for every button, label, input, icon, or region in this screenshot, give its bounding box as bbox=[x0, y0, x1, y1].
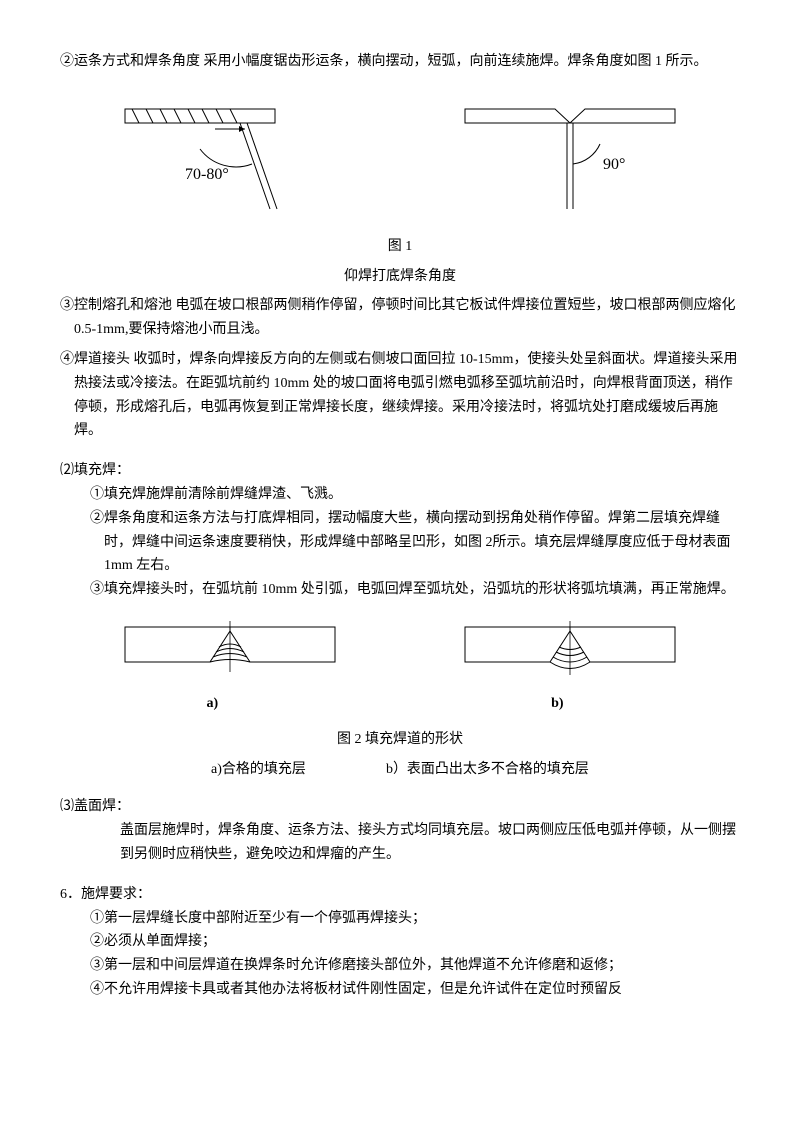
fill-weld-item-2: ②焊条角度和运条方法与打底焊相同，摆动幅度大些，横向摆动到拐角处稍作停留。焊第二… bbox=[60, 507, 740, 578]
figure-2-sublabels: a) b) bbox=[60, 692, 740, 716]
fig2-b-diagram bbox=[455, 617, 685, 687]
fig2-a-diagram bbox=[115, 617, 345, 687]
figure-1-row: 70-80° 90° bbox=[60, 89, 740, 229]
req-item-3: ③第一层和中间层焊道在换焊条时允许修磨接头部位外，其他焊道不允许修磨和返修； bbox=[60, 954, 740, 978]
para-rod-method: ②运条方式和焊条角度 采用小幅度锯齿形运条，横向摆动，短弧，向前连续施焊。焊条角… bbox=[60, 50, 740, 74]
fig1-caption-1: 图 1 bbox=[60, 235, 740, 259]
fill-weld-item-1: ①填充焊施焊前清除前焊缝焊渣、飞溅。 bbox=[60, 483, 740, 507]
fig1-left-angle-label: 70-80° bbox=[185, 166, 229, 183]
fig1-left-diagram: 70-80° bbox=[115, 89, 345, 229]
fig1-right-diagram: 90° bbox=[455, 89, 685, 229]
req-item-4: ④不允许用焊接卡具或者其他办法将板材试件刚性固定，但是允许试件在定位时预留反 bbox=[60, 978, 740, 1002]
cover-weld-body: 盖面层施焊时，焊条角度、运条方法、接头方式均同填充层。坡口两侧应压低电弧并停顿，… bbox=[60, 819, 740, 867]
fig2-caption: 图 2 填充焊道的形状 bbox=[60, 728, 740, 752]
fig1-caption-2: 仰焊打底焊条角度 bbox=[60, 265, 740, 289]
req-item-1: ①第一层焊缝长度中部附近至少有一个停弧再焊接头； bbox=[60, 907, 740, 931]
req-item-2: ②必须从单面焊接； bbox=[60, 930, 740, 954]
fig2-sub-a: a)合格的填充层 bbox=[211, 758, 306, 782]
section-welding-req-title: 6．施焊要求： bbox=[60, 883, 740, 907]
fig2-sub-b: b）表面凸出太多不合格的填充层 bbox=[386, 758, 589, 782]
figure-2-row bbox=[60, 617, 740, 687]
section-cover-weld-title: ⑶盖面焊： bbox=[60, 795, 740, 819]
section-fill-weld-title: ⑵填充焊： bbox=[60, 459, 740, 483]
fig1-right-angle-label: 90° bbox=[603, 156, 625, 173]
para-bead-joint: ④焊道接头 收弧时，焊条向焊接反方向的左侧或右侧坡口面回拉 10-15mm，使接… bbox=[60, 348, 740, 443]
fig2-subcaptions: a)合格的填充层 b）表面凸出太多不合格的填充层 bbox=[60, 758, 740, 782]
fig2-label-a: a) bbox=[206, 692, 218, 716]
fig2-label-b: b) bbox=[551, 692, 563, 716]
para-pool-control: ③控制熔孔和熔池 电弧在坡口根部两侧稍作停留，停顿时间比其它板试件焊接位置短些，… bbox=[60, 294, 740, 342]
fill-weld-item-3: ③填充焊接头时，在弧坑前 10mm 处引弧，电弧回焊至弧坑处，沿弧坑的形状将弧坑… bbox=[60, 578, 740, 602]
